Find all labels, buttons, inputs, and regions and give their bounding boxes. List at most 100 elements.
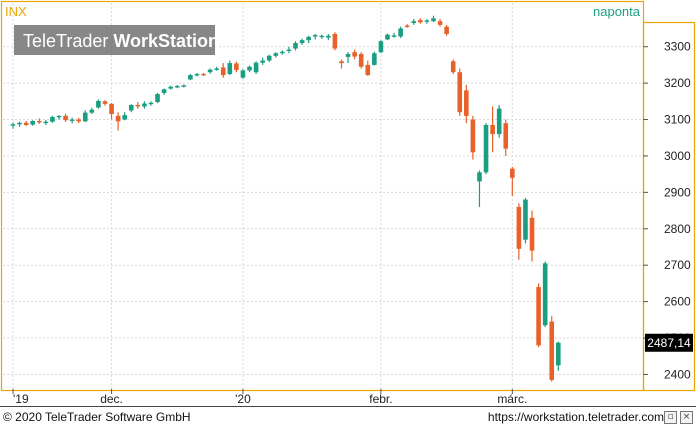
candle-body: [10, 124, 16, 126]
candle-down: [464, 84, 469, 124]
candle-body: [135, 104, 141, 107]
candle-body: [319, 35, 325, 38]
grid-lines: [3, 3, 642, 389]
candle-body: [510, 168, 515, 178]
candle-body: [17, 122, 22, 125]
x-tick-label: '20: [235, 392, 251, 406]
candle-down: [510, 166, 515, 196]
candle-body: [437, 21, 443, 25]
candle-body: [503, 123, 509, 149]
candle-up: [181, 84, 187, 88]
candle-down: [352, 49, 357, 60]
y-tick-label: 2400: [664, 367, 691, 381]
y-tick-label: 2700: [664, 258, 691, 272]
candle-up: [56, 115, 62, 120]
candle-down: [444, 24, 449, 36]
candle-body: [477, 172, 482, 182]
candle-up: [168, 85, 173, 90]
candle-down: [503, 119, 509, 156]
y-tick-label: 2900: [664, 185, 691, 199]
candle-up: [253, 61, 259, 75]
candle-up: [378, 40, 384, 54]
candle-body: [266, 55, 272, 61]
candle-up: [306, 35, 311, 44]
candle-up: [17, 121, 22, 127]
x-tick-label: febr.: [369, 392, 392, 406]
candlestick-series: [10, 15, 561, 382]
candle-up: [312, 33, 318, 40]
candle-body: [549, 321, 555, 380]
candle-up: [194, 72, 200, 77]
candle-down: [115, 112, 121, 131]
candle-down: [339, 59, 344, 69]
candle-up: [240, 69, 246, 79]
candle-down: [536, 283, 541, 348]
candle-body: [464, 90, 469, 116]
candle-down: [135, 102, 141, 109]
candle-up: [477, 170, 482, 207]
candle-body: [306, 36, 311, 41]
candle-up: [128, 104, 134, 113]
candle-body: [30, 120, 36, 125]
candle-body: [128, 104, 134, 111]
candle-up: [299, 38, 305, 45]
svg-text:TeleTrader WorkStation: TeleTrader WorkStation: [23, 31, 219, 51]
candle-up: [273, 52, 279, 58]
candle-body: [207, 69, 213, 73]
candle-body: [76, 119, 81, 122]
logo-brand-light: TeleTrader: [23, 31, 113, 51]
candle-up: [214, 66, 219, 71]
candle-body: [168, 86, 173, 89]
source-link[interactable]: https://workstation.teletrader.com: [487, 410, 664, 424]
candle-up: [556, 341, 561, 371]
candle-body: [161, 89, 167, 93]
candle-down: [358, 52, 364, 69]
footer-icon-group: ▫ ×: [664, 411, 693, 424]
candle-down: [529, 210, 535, 262]
candle-body: [63, 115, 68, 121]
candle-down: [516, 203, 522, 260]
plot-frame: [0, 0, 645, 392]
candle-up: [207, 68, 213, 74]
candle-body: [398, 28, 403, 37]
close-icon[interactable]: ×: [680, 411, 693, 424]
candle-body: [358, 53, 364, 67]
y-tick-label: 3000: [664, 149, 691, 163]
logo: TeleTrader WorkStation: [14, 25, 219, 55]
candle-body: [247, 66, 252, 71]
candle-up: [161, 88, 167, 95]
axis-frame: [642, 21, 696, 392]
candle-body: [444, 26, 449, 34]
candle-body: [536, 287, 541, 346]
candle-up: [148, 101, 154, 106]
symbol-label[interactable]: INX: [5, 4, 27, 19]
candle-body: [332, 33, 338, 49]
candle-up: [260, 57, 265, 65]
y-tick-label: 2600: [664, 295, 691, 309]
candle-down: [102, 100, 108, 106]
candle-down: [36, 118, 42, 124]
candle-down: [109, 103, 114, 120]
candle-body: [411, 21, 417, 24]
candle-body: [286, 49, 292, 52]
candle-body: [326, 35, 331, 38]
candle-up: [96, 99, 101, 109]
candle-body: [299, 40, 305, 44]
candle-body: [378, 41, 384, 53]
candle-body: [43, 121, 49, 124]
candle-up: [30, 120, 36, 126]
candle-down: [437, 19, 443, 27]
y-axis-labels: 2400250026002700280029003000310032003300: [643, 40, 691, 381]
candle-body: [352, 52, 357, 57]
interval-label[interactable]: naponta: [593, 4, 641, 19]
minimize-icon[interactable]: ▫: [664, 411, 677, 424]
candle-body: [96, 100, 101, 108]
candle-body: [82, 112, 88, 122]
candle-body: [220, 67, 226, 76]
candle-body: [23, 122, 29, 125]
candle-down: [490, 106, 495, 153]
copyright-text: © 2020 TeleTrader Software GmbH: [3, 410, 191, 424]
candle-body: [201, 74, 206, 76]
candle-body: [542, 263, 548, 326]
